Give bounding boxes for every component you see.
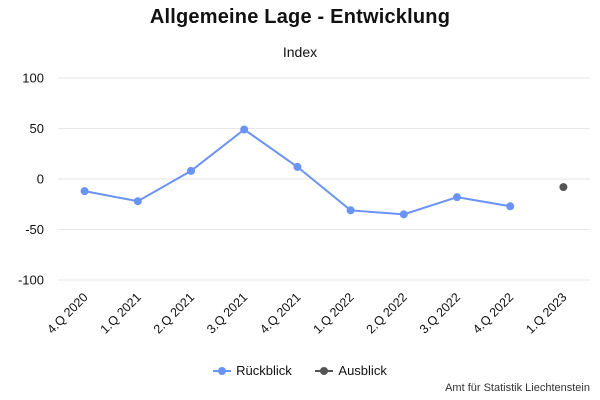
data-point-rueckblick[interactable] bbox=[453, 193, 461, 202]
y-axis-ticks: -100 -50 0 50 100 bbox=[18, 71, 44, 288]
data-point-rueckblick[interactable] bbox=[133, 197, 142, 206]
data-point-rueckblick[interactable] bbox=[399, 210, 408, 219]
y-tick-label: 100 bbox=[22, 71, 44, 86]
x-tick-label: 2.Q 2022 bbox=[364, 290, 410, 336]
legend-item-ausblick[interactable]: Ausblick bbox=[315, 363, 387, 378]
x-tick-label: 3.Q 2022 bbox=[417, 290, 463, 336]
legend-line-marker-icon bbox=[213, 366, 232, 376]
x-tick-label: 4.Q 2022 bbox=[470, 290, 516, 336]
x-tick-label: 1.Q 2021 bbox=[98, 290, 144, 336]
data-point-rueckblick[interactable] bbox=[240, 125, 249, 134]
grid-layer bbox=[58, 77, 590, 281]
x-axis-ticks: 4.Q 2020 1.Q 2021 2.Q 2021 3.Q 2021 4.Q 2021… bbox=[44, 290, 569, 336]
y-tick-label: -100 bbox=[18, 273, 44, 288]
series-line-rueckblick bbox=[84, 128, 511, 216]
legend-label-rueckblick: Rückblick bbox=[236, 363, 292, 378]
y-tick-label: -50 bbox=[25, 222, 44, 237]
data-point-rueckblick[interactable] bbox=[187, 166, 195, 175]
x-tick-label: 2.Q 2021 bbox=[151, 290, 197, 336]
source-credits: Amt für Statistik Liechtenstein bbox=[445, 382, 590, 394]
data-point-rueckblick[interactable] bbox=[346, 206, 355, 215]
legend-item-rueckblick[interactable]: Rückblick bbox=[213, 363, 292, 378]
x-tick-label: 3.Q 2021 bbox=[204, 290, 250, 336]
y-tick-label: 50 bbox=[30, 121, 44, 136]
data-point-ausblick[interactable] bbox=[559, 183, 568, 192]
x-tick-label: 4.Q 2021 bbox=[257, 290, 303, 336]
x-tick-label: 4.Q 2020 bbox=[44, 290, 90, 336]
series-layer bbox=[80, 125, 568, 219]
data-point-rueckblick[interactable] bbox=[80, 187, 89, 196]
x-tick-label: 1.Q 2022 bbox=[310, 290, 356, 336]
data-point-rueckblick[interactable] bbox=[293, 162, 302, 171]
data-point-rueckblick[interactable] bbox=[506, 202, 515, 211]
legend-label-ausblick: Ausblick bbox=[338, 363, 387, 378]
chart-title: Allgemeine Lage - Entwicklung bbox=[149, 6, 451, 28]
legend-line-marker-icon bbox=[315, 366, 334, 376]
x-tick-label: 1.Q 2023 bbox=[523, 290, 569, 336]
y-tick-label: 0 bbox=[37, 172, 44, 187]
legend: Rückblick Ausblick bbox=[0, 363, 600, 379]
chart-subtitle: Index bbox=[282, 44, 318, 60]
